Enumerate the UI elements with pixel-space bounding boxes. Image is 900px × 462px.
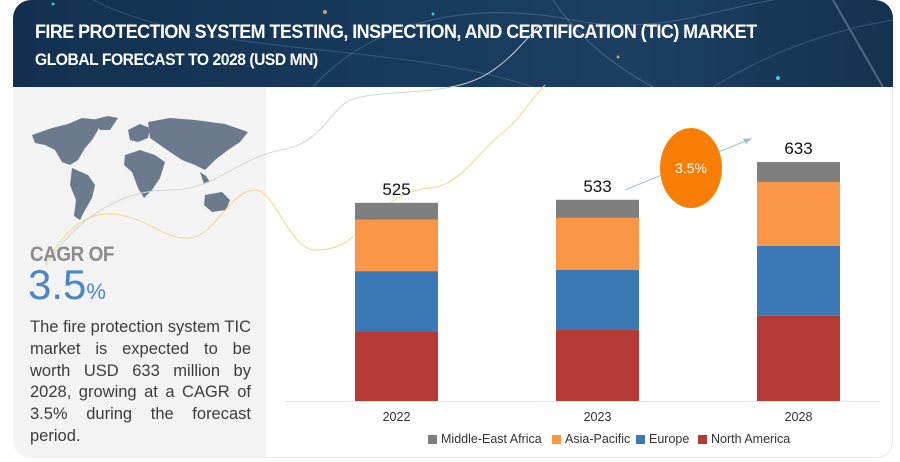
growth-arrow-head bbox=[743, 138, 752, 144]
cagr-growth-label: 3.5% bbox=[675, 160, 707, 176]
bar-segment-europe-2022 bbox=[355, 271, 438, 332]
legend-swatch-europe bbox=[636, 434, 645, 444]
cagr-percent-sign: % bbox=[86, 279, 106, 304]
bar-segment-middle-east-africa-2023 bbox=[556, 199, 639, 218]
x-tick-label: 2022 bbox=[383, 410, 411, 424]
legend-label: Asia-Pacific bbox=[565, 432, 631, 446]
market-description: The fire protection system TIC market is… bbox=[30, 318, 251, 445]
legend-swatch-asia-pacific bbox=[552, 434, 561, 444]
bar-segment-asia-pacific-2023 bbox=[556, 217, 639, 271]
cagr-number: 3.5 bbox=[28, 261, 87, 308]
world-map-icon bbox=[32, 116, 248, 220]
legend-item-asia-pacific: Asia-Pacific bbox=[552, 432, 630, 446]
bar-segment-north-america-2023 bbox=[556, 330, 639, 401]
bar-segment-europe-2028 bbox=[757, 245, 840, 316]
header-banner: FIRE PROTECTION SYSTEM TESTING, INSPECTI… bbox=[13, 0, 893, 87]
bar-total-label: 533 bbox=[583, 177, 611, 196]
chart-legend: Middle-East Africa Asia-Pacific Europe N… bbox=[0, 432, 900, 448]
cagr-label: CAGR OF bbox=[30, 243, 114, 266]
x-tick-label: 2028 bbox=[785, 410, 813, 424]
legend-item-europe: Europe bbox=[636, 432, 689, 446]
chart-subtitle: GLOBAL FORECAST TO 2028 (USD MN) bbox=[35, 50, 318, 69]
bar-segment-middle-east-africa-2022 bbox=[355, 202, 438, 220]
legend-item-north-america: North America bbox=[698, 432, 790, 446]
legend-swatch-north-america bbox=[698, 434, 707, 444]
legend-label: Middle-East Africa bbox=[441, 432, 542, 446]
legend-item-middle-east-africa: Middle-East Africa bbox=[428, 432, 542, 446]
x-tick-label: 2023 bbox=[584, 410, 612, 424]
bar-segment-middle-east-africa-2028 bbox=[757, 162, 840, 183]
legend-label: Europe bbox=[649, 432, 690, 446]
bar-total-label: 525 bbox=[382, 180, 410, 199]
cagr-growth-bubble: 3.5% bbox=[660, 128, 722, 208]
cagr-value: 3.5% bbox=[28, 262, 106, 315]
bar-segment-asia-pacific-2022 bbox=[355, 219, 438, 272]
bar-segment-europe-2023 bbox=[556, 270, 639, 331]
bar-segment-asia-pacific-2028 bbox=[757, 182, 840, 246]
legend-label: North America bbox=[711, 432, 791, 446]
header-light-streaks bbox=[51, 0, 893, 87]
legend-swatch-middle-east-africa bbox=[428, 434, 437, 444]
bar-segment-north-america-2022 bbox=[355, 331, 438, 401]
chart-title: FIRE PROTECTION SYSTEM TESTING, INSPECTI… bbox=[35, 21, 757, 43]
bar-segment-north-america-2028 bbox=[757, 315, 840, 401]
bar-total-label: 633 bbox=[784, 139, 812, 158]
